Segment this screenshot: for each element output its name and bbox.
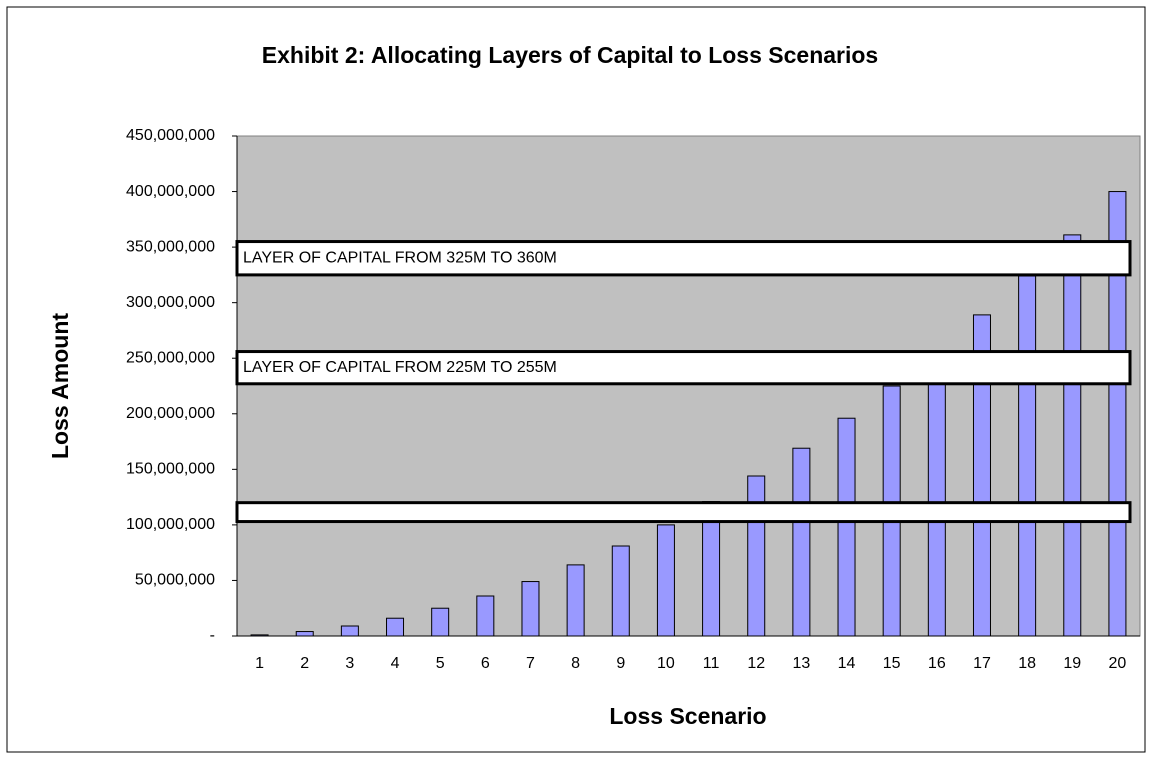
x-tick-label: 8 [571,655,580,672]
x-tick-label: 14 [838,655,856,672]
y-tick-label: 450,000,000 [126,127,215,144]
x-tick-label: 2 [300,655,309,672]
bar [611,545,630,637]
x-tick-label: 13 [792,655,810,672]
layer-label: LAYER OF CAPITAL FROM 325M TO 360M [243,249,557,266]
x-tick-label: 11 [703,655,720,672]
bar [295,631,314,637]
x-tick-label: 7 [526,655,535,672]
x-tick-label: 18 [1018,655,1036,672]
x-tick-label: 17 [973,655,991,672]
x-tick-label: 20 [1109,655,1127,672]
bar [431,607,450,637]
y-tick-label: 300,000,000 [126,294,215,311]
x-tick-label: 5 [436,655,445,672]
y-tick-label: 150,000,000 [126,461,215,478]
bar [476,595,495,637]
plot-area [236,135,1141,637]
x-tick-label: 1 [255,655,264,672]
y-tick-label: 100,000,000 [126,516,215,533]
y-axis-label: Loss Amount [47,313,73,459]
bar [1108,191,1127,637]
bar [250,634,269,637]
y-tick-label: 200,000,000 [126,405,215,422]
bar [747,475,766,637]
x-tick-label: 6 [481,655,490,672]
bar [1018,275,1037,637]
bar [837,417,856,637]
x-tick-label: 9 [616,655,625,672]
bar [656,524,675,637]
bar [566,564,585,637]
x-tick-label: 19 [1063,655,1081,672]
x-axis-label: Loss Scenario [609,703,766,729]
chart-title: Exhibit 2: Allocating Layers of Capital … [262,42,878,68]
capital-layer [235,350,1132,386]
capital-layer [235,240,1132,277]
y-tick-label: 400,000,000 [126,183,215,200]
layer-label: LAYER OF CAPITAL FROM 225M TO 255M [243,359,557,376]
capital-layer [235,501,1132,524]
x-tick-label: 16 [928,655,946,672]
x-tick-label: 4 [391,655,400,672]
bar [521,581,540,637]
x-tick-label: 3 [345,655,354,672]
y-tick-label: 350,000,000 [126,238,215,255]
x-tick-label: 12 [747,655,765,672]
bar [792,447,811,637]
y-tick-label: - [210,627,215,644]
x-tick-label: 10 [657,655,675,672]
x-tick-label: 15 [883,655,901,672]
y-tick-label: 50,000,000 [135,572,215,589]
bar [927,351,946,637]
bar [340,625,359,637]
bar [972,314,991,637]
y-tick-label: 250,000,000 [126,349,215,366]
bar [1063,234,1082,637]
bar [386,617,405,637]
